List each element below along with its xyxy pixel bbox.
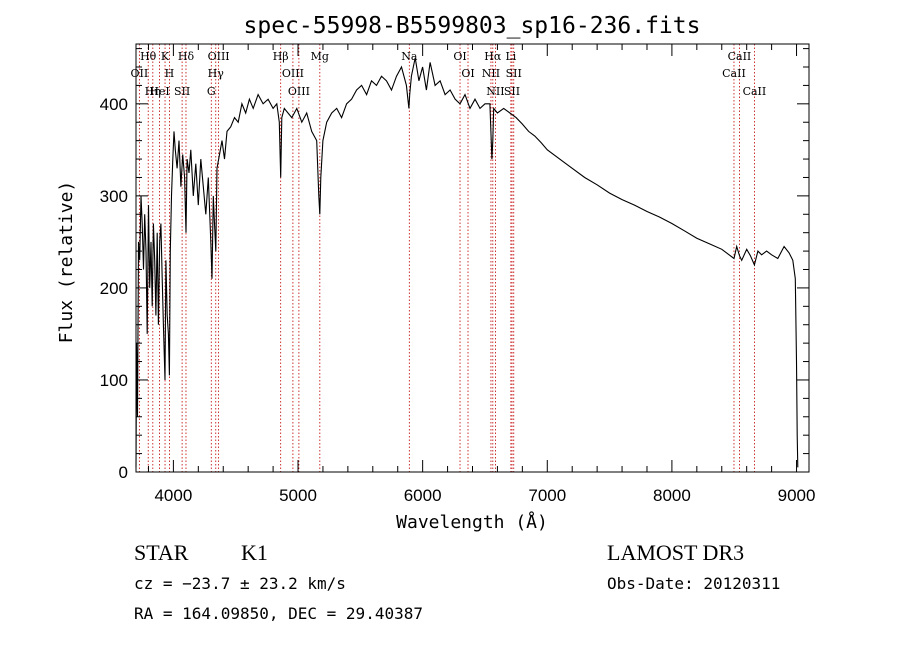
marker-label: Hδ bbox=[178, 50, 195, 63]
observation-date: Obs-Date: 20120311 bbox=[607, 574, 780, 593]
marker-label: OIII bbox=[282, 67, 304, 80]
marker-label: NII bbox=[486, 85, 504, 98]
spectrum-line bbox=[135, 57, 799, 468]
coordinates-readout: RA = 164.09850, DEC = 29.40387 bbox=[134, 604, 423, 623]
marker-label: OIII bbox=[208, 50, 230, 63]
marker-label: OI bbox=[453, 50, 466, 63]
x-tick-label: 9000 bbox=[778, 486, 816, 505]
plot-frame bbox=[135, 43, 810, 473]
y-axis-ticks: 0 100 200 300 400 bbox=[100, 48, 809, 482]
object-class: STAR bbox=[134, 540, 189, 565]
y-axis-label: Flux (relative) bbox=[56, 181, 77, 344]
marker-label: H bbox=[165, 67, 175, 80]
y-tick-label: 200 bbox=[100, 279, 128, 298]
marker-label: Hβ bbox=[273, 50, 289, 63]
marker-label: Hη bbox=[145, 85, 161, 98]
x-tick-label: 4000 bbox=[154, 486, 192, 505]
marker-label: OIII bbox=[288, 85, 310, 98]
marker-lines bbox=[138, 44, 755, 472]
marker-label: K bbox=[161, 50, 170, 63]
marker-labels: Hθ OII Hη K HeI HHδ SII OIII Hγ G Hβ OIII OIII Mg Na OI… bbox=[131, 50, 767, 98]
marker-label: Hθ bbox=[140, 50, 157, 63]
marker-label: SII bbox=[504, 85, 520, 98]
survey-name: LAMOST DR3 bbox=[607, 540, 744, 565]
y-tick-label: 0 bbox=[119, 463, 128, 482]
marker-label: Li bbox=[505, 50, 516, 63]
x-tick-label: 6000 bbox=[404, 486, 442, 505]
y-tick-label: 100 bbox=[100, 371, 128, 390]
marker-label: Hα bbox=[484, 50, 502, 63]
spectral-subclass: K1 bbox=[241, 540, 268, 565]
marker-label: G bbox=[207, 85, 216, 98]
marker-label: CaII bbox=[722, 67, 746, 80]
y-tick-label: 300 bbox=[100, 187, 128, 206]
x-tick-label: 7000 bbox=[528, 486, 566, 505]
marker-label: Mg bbox=[311, 50, 329, 63]
marker-label: Na bbox=[401, 50, 418, 63]
y-tick-label: 400 bbox=[100, 95, 128, 114]
chart-title: spec-55998-B5599803_sp16-236.fits bbox=[244, 13, 701, 39]
marker-label: NII bbox=[482, 67, 500, 80]
marker-label: OII bbox=[131, 67, 149, 80]
marker-label: OI bbox=[461, 67, 474, 80]
marker-label: HeI bbox=[149, 85, 169, 98]
marker-label: CaII bbox=[728, 50, 752, 63]
x-axis-label: Wavelength (Å) bbox=[396, 511, 548, 533]
marker-label: Hγ bbox=[208, 67, 225, 80]
marker-label: SII bbox=[506, 67, 522, 80]
x-tick-label: 8000 bbox=[653, 486, 691, 505]
x-axis-ticks: 4000 5000 6000 7000 8000 9000 bbox=[147, 44, 816, 505]
marker-label: CaII bbox=[743, 85, 767, 98]
x-tick-label: 5000 bbox=[279, 486, 317, 505]
redshift-readout: cz = −23.7 ± 23.2 km/s bbox=[134, 574, 346, 593]
marker-label: SII bbox=[174, 85, 190, 98]
